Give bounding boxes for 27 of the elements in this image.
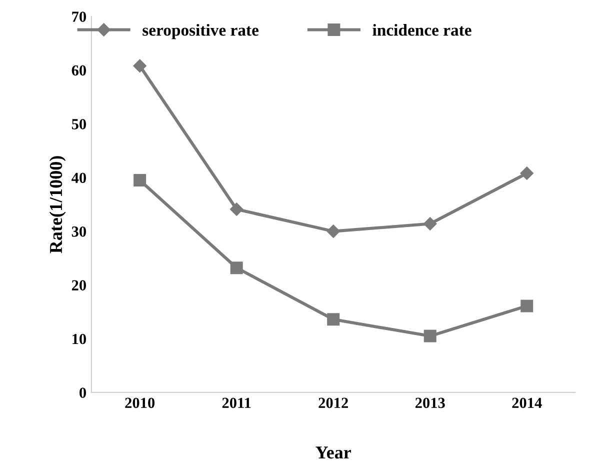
x-axis-title: Year	[316, 446, 352, 459]
point	[230, 202, 244, 216]
y-tick-label: 10	[72, 334, 86, 344]
y-tick-label: 0	[80, 388, 86, 398]
point	[520, 166, 534, 180]
x-tick-label: 2014	[512, 398, 542, 408]
y-tick-label: 50	[72, 119, 86, 130]
legend-label: incidence rate	[372, 24, 472, 36]
y-tick-label: 70	[72, 12, 86, 22]
x-tick-label: 2012	[318, 398, 348, 408]
y-tick-label: 60	[72, 65, 86, 76]
legend-label: seropositive rate	[142, 24, 259, 40]
point	[133, 59, 146, 72]
y-tick-label: 40	[72, 172, 86, 184]
y-tick-label: 30	[72, 226, 86, 237]
point	[520, 300, 534, 312]
point	[327, 313, 340, 326]
y-axis-title: Rate(1/1000)	[49, 156, 66, 254]
x-tick-label: 2010	[125, 398, 155, 408]
point	[134, 174, 146, 187]
point	[230, 262, 243, 274]
point	[424, 330, 436, 342]
point	[326, 224, 340, 238]
point	[424, 217, 437, 230]
x-tick-label: 2011	[222, 398, 251, 408]
x-tick-label: 2013	[415, 398, 445, 408]
y-tick-label: 20	[72, 280, 86, 290]
